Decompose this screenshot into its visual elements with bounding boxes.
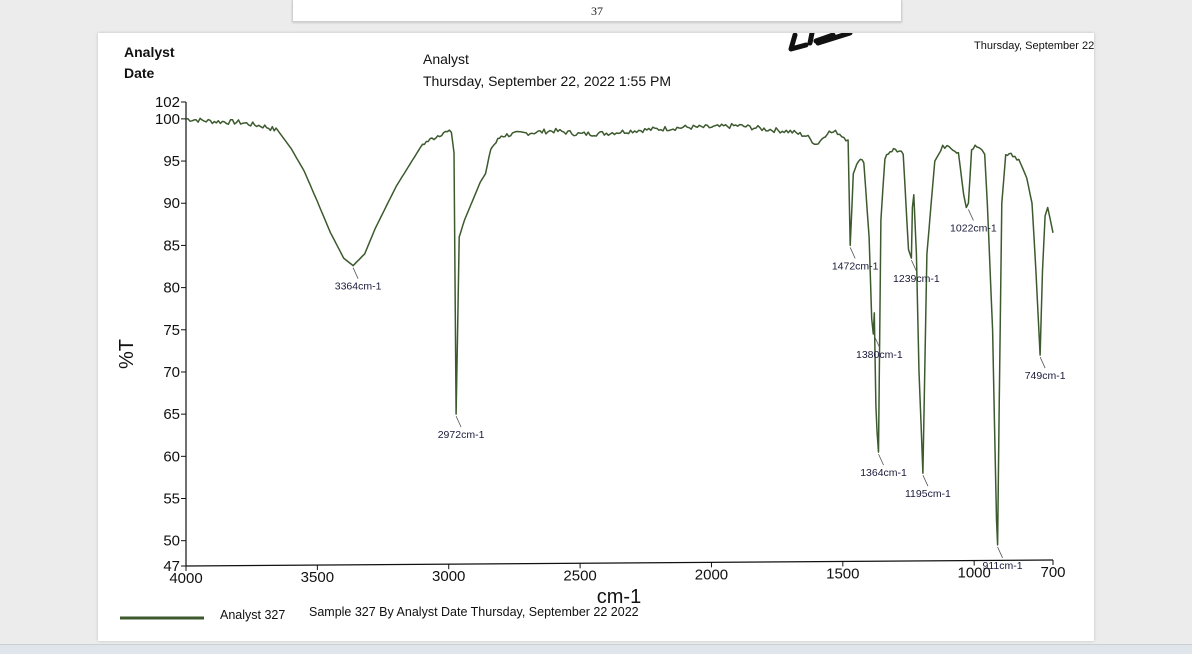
legend: Analyst 327 Sample 327 By Analyst Date T… — [120, 605, 639, 622]
peak-leader — [352, 267, 359, 279]
peak-leader — [922, 475, 929, 487]
date-label: Date — [124, 65, 155, 81]
y-tick-label: 85 — [163, 237, 180, 254]
analyst-value: Analyst — [423, 51, 469, 67]
peak-label: 1472cm-1 — [832, 260, 879, 272]
viewer-bottom-bar — [0, 644, 1192, 654]
x-axis-line — [185, 559, 1054, 567]
y-tick-label: 65 — [163, 406, 180, 423]
peak-leader — [911, 259, 917, 272]
date-value: Thursday, September 22, 2022 1:55 PM — [423, 73, 671, 89]
peak-label: 2972cm-1 — [438, 429, 485, 441]
y-tick-label: 95 — [163, 153, 180, 170]
handwritten-mark — [788, 33, 853, 52]
x-tick-label: 1500 — [826, 565, 859, 582]
previous-page-strip: 37 — [292, 0, 902, 22]
y-tick-label: 70 — [163, 364, 180, 381]
x-axis-title: cm-1 — [597, 586, 641, 608]
y-tick-label: 47 — [163, 558, 180, 575]
peak-label: 3364cm-1 — [335, 281, 382, 293]
legend-label: Analyst 327 — [220, 608, 285, 622]
peak-leader — [455, 415, 462, 428]
x-tick-label: 700 — [1040, 564, 1065, 581]
y-tick-label: 55 — [163, 491, 180, 508]
y-tick-label: 75 — [163, 322, 180, 339]
peak-leader — [873, 335, 880, 348]
ir-spectrum-chart: Analyst Date Analyst Thursday, September… — [116, 33, 1094, 622]
peak-leader — [878, 453, 884, 466]
y-axis-title: %T — [116, 339, 138, 369]
page-number: 37 — [591, 4, 603, 18]
y-tick-label: 60 — [163, 448, 180, 465]
plot-area — [185, 117, 1054, 546]
peak-leader — [968, 209, 974, 221]
peak-label: 1195cm-1 — [905, 488, 951, 500]
peak-leader — [1039, 356, 1046, 369]
x-tick-label: 2000 — [695, 566, 728, 583]
peak-label: 1022cm-1 — [950, 222, 997, 234]
peak-annotations: 3364cm-1 2972cm-1 1472cm-1 1380cm-1 1364cm-1… — [335, 209, 1066, 572]
x-tick-label: 3000 — [432, 568, 465, 585]
spectrum-sheet: Analyst Date Analyst Thursday, September… — [98, 33, 1094, 641]
x-tick-label: 2500 — [563, 567, 596, 584]
spectrum-line — [185, 117, 1054, 546]
corner-date: Thursday, September 22 — [974, 40, 1094, 52]
peak-label: 1380cm-1 — [856, 349, 903, 361]
analyst-label: Analyst — [124, 44, 175, 60]
x-tick-label: 4000 — [169, 570, 202, 587]
x-tick-label: 3500 — [301, 569, 334, 586]
y-tick-label: 50 — [163, 533, 180, 550]
peak-label: 1239cm-1 — [893, 273, 940, 285]
peak-leader — [997, 546, 1003, 559]
peak-label: 749cm-1 — [1025, 370, 1066, 382]
peak-label: 1364cm-1 — [860, 467, 907, 479]
y-tick-label: 80 — [163, 280, 180, 297]
y-tick-label: 100 — [155, 111, 180, 128]
x-tick-label: 1000 — [957, 565, 990, 582]
legend-description: Sample 327 By Analyst Date Thursday, Sep… — [309, 605, 639, 619]
peak-leader — [849, 247, 856, 259]
peak-label: 911cm-1 — [983, 560, 1023, 572]
y-tick-label: 102 — [155, 94, 180, 111]
y-tick-label: 90 — [163, 195, 180, 212]
